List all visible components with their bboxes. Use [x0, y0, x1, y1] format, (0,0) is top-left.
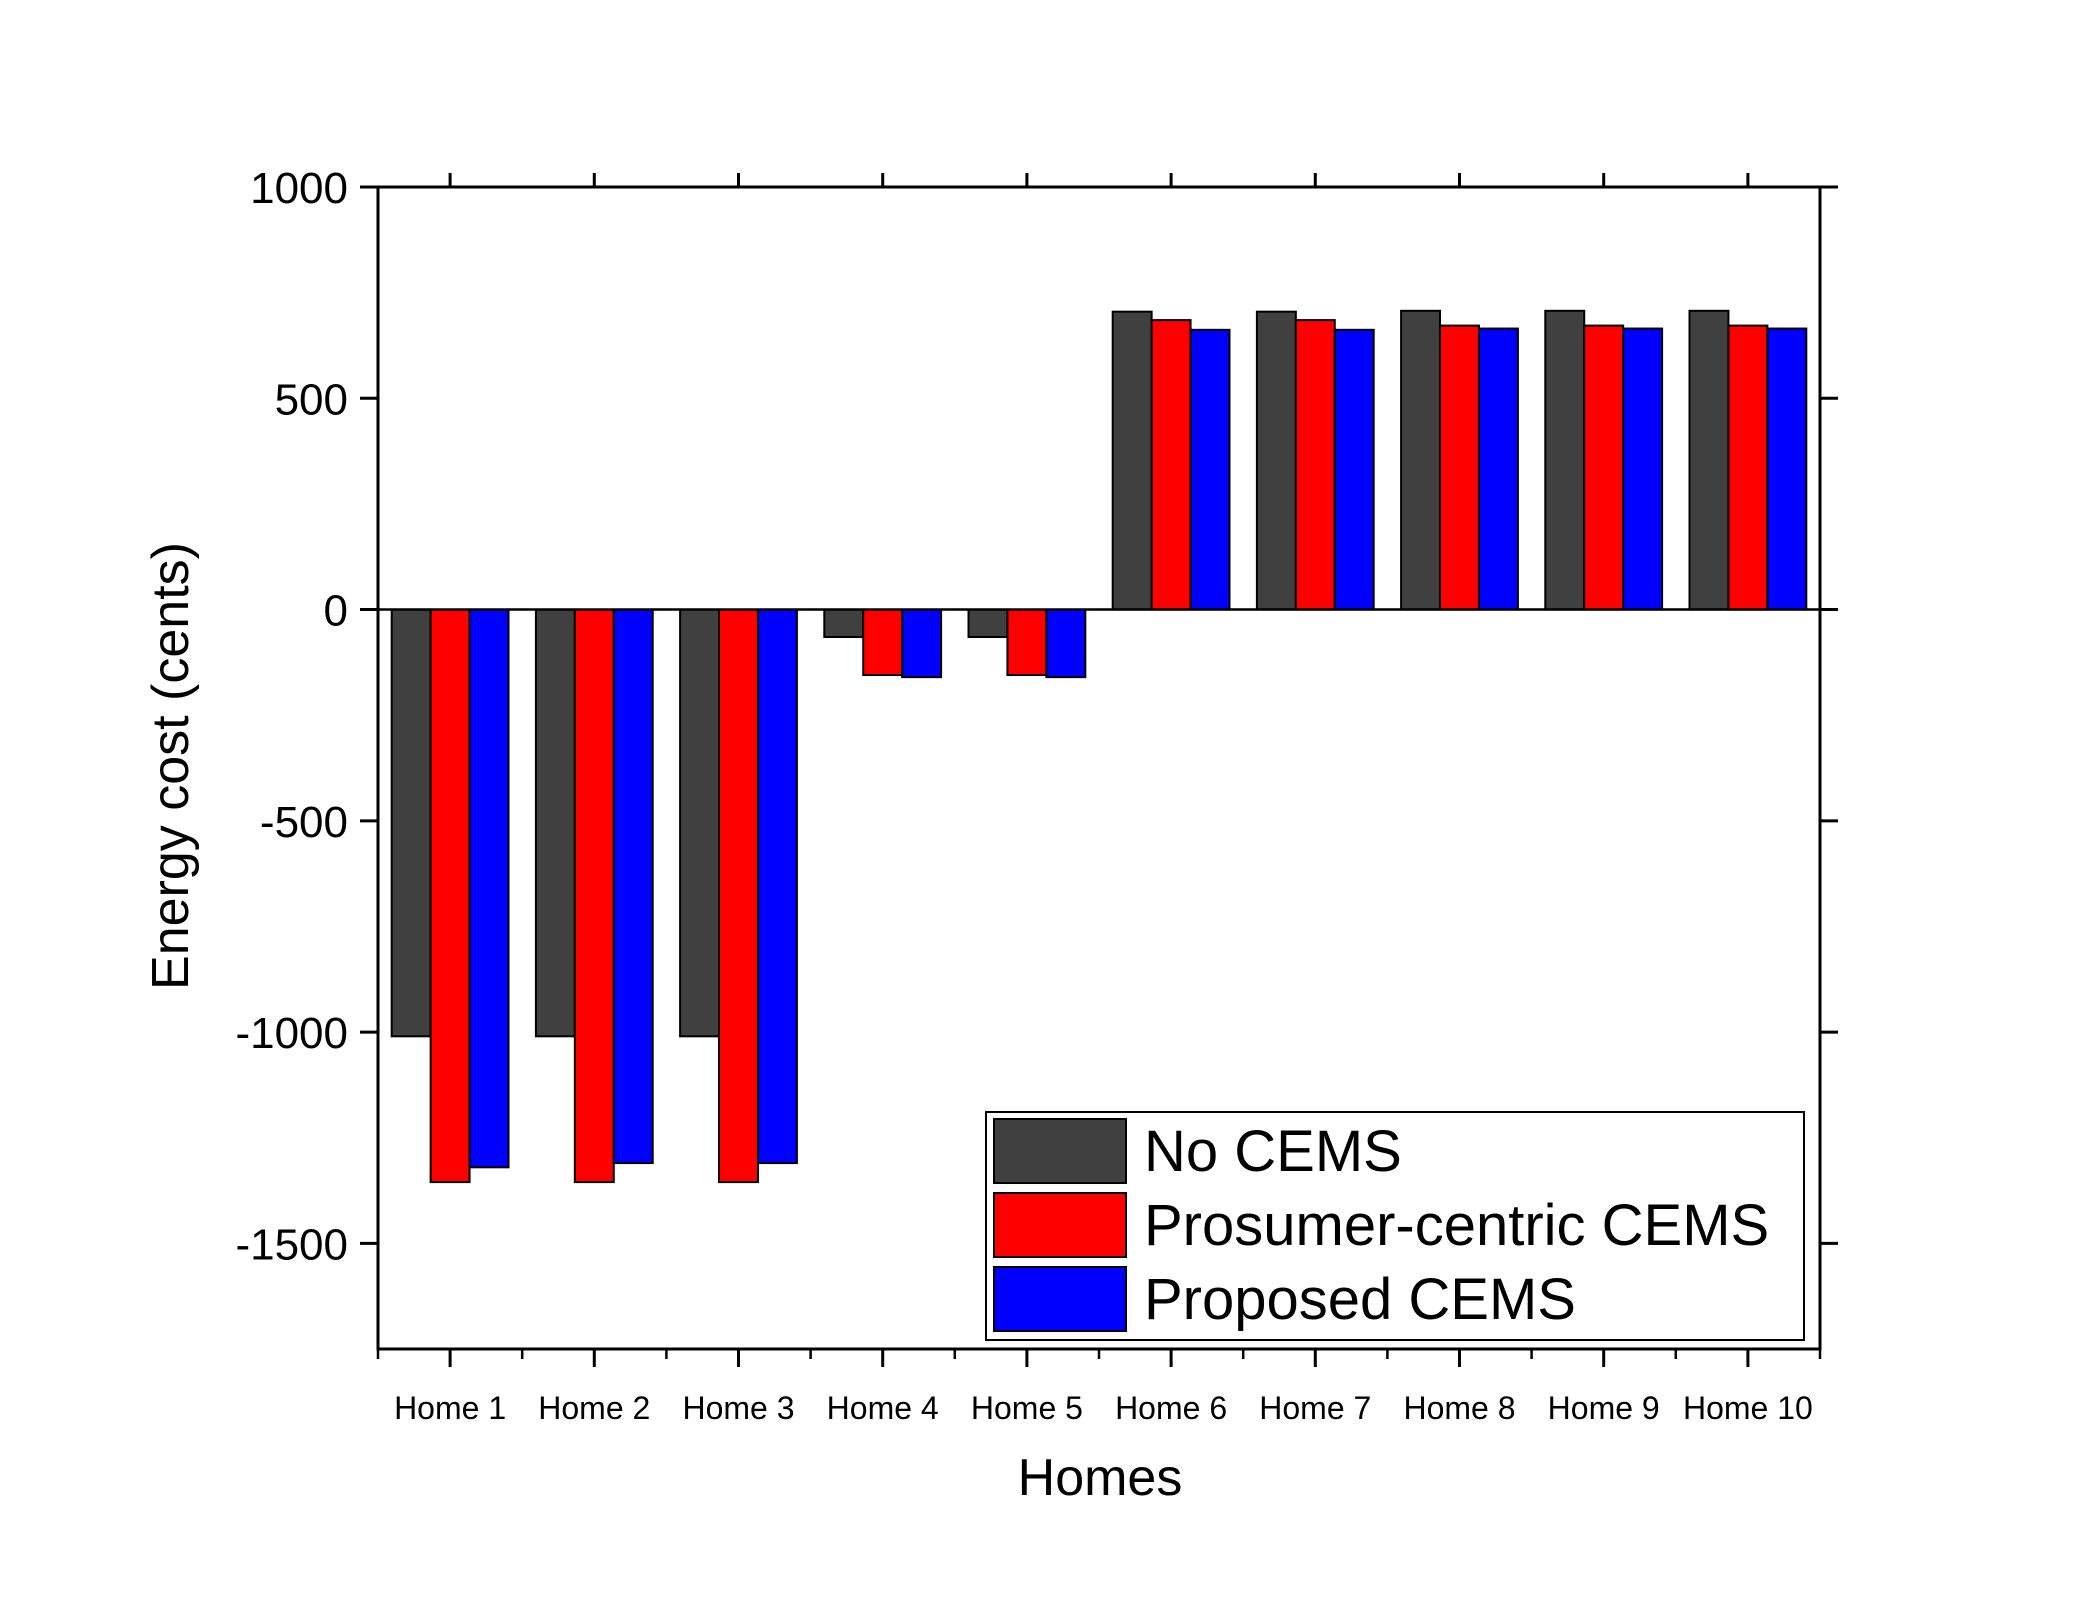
y-axis-title: Energy cost (cents) — [142, 542, 200, 990]
bar-prosumer-centric-cems-home-3 — [718, 608, 759, 1184]
bar-no-cems-home-8 — [1400, 309, 1442, 611]
legend-swatch-prosumer-centric-cems — [993, 1192, 1127, 1258]
x-tick-label: Home 9 — [1548, 1390, 1660, 1426]
bar-no-cems-home-4 — [823, 608, 865, 639]
bar-prosumer-centric-cems-home-4 — [862, 608, 904, 677]
bar-prosumer-centric-cems-home-5 — [1006, 608, 1048, 677]
x-tick-label: Home 4 — [827, 1390, 939, 1426]
bar-prosumer-centric-cems-home-1 — [429, 608, 471, 1184]
x-tick-labels: Home 1 Home 2 Home 3 Home 4 Home 5 Home 6 Home… — [394, 1390, 1813, 1426]
bar-prosumer-centric-cems-home-2 — [573, 608, 615, 1184]
axes-layer — [360, 173, 1838, 1367]
bar-no-cems-home-2 — [534, 608, 576, 1038]
bar-proposed-cems-home-9 — [1622, 327, 1664, 611]
bar-no-cems-home-10 — [1688, 309, 1730, 611]
bars-layer — [390, 309, 1808, 1184]
bar-no-cems-home-5 — [967, 608, 1009, 639]
bar-no-cems-home-3 — [679, 608, 721, 1038]
x-tick-label: Home 8 — [1403, 1390, 1515, 1426]
y-tick-label: -500 — [260, 798, 348, 847]
bar-prosumer-centric-cems-home-8 — [1439, 324, 1480, 611]
bar-no-cems-home-7 — [1255, 310, 1297, 611]
legend-label-proposed-cems: Proposed CEMS — [1144, 1267, 1576, 1332]
bar-no-cems-home-6 — [1111, 310, 1153, 611]
bar-no-cems-home-1 — [390, 608, 432, 1038]
x-tick-label: Home 7 — [1259, 1390, 1371, 1426]
bar-prosumer-centric-cems-home-9 — [1583, 324, 1625, 611]
bar-prosumer-centric-cems-home-6 — [1150, 319, 1192, 611]
bar-proposed-cems-home-8 — [1477, 327, 1519, 611]
bar-proposed-cems-home-3 — [756, 608, 798, 1165]
legend-swatch-proposed-cems — [993, 1266, 1127, 1332]
x-tick-label: Home 6 — [1115, 1390, 1227, 1426]
legend-label-no-cems: No CEMS — [1144, 1119, 1402, 1184]
y-tick-label: 0 — [324, 587, 348, 636]
bar-proposed-cems-home-1 — [468, 608, 510, 1169]
x-tick-label: Home 10 — [1683, 1390, 1813, 1426]
legend: No CEMS Prosumer-centric CEMS Proposed C… — [985, 1111, 1805, 1341]
bar-prosumer-centric-cems-home-10 — [1727, 324, 1769, 611]
x-tick-label: Home 5 — [971, 1390, 1083, 1426]
bar-prosumer-centric-cems-home-7 — [1294, 319, 1336, 611]
legend-label-prosumer-centric-cems: Prosumer-centric CEMS — [1144, 1193, 1769, 1258]
y-tick-label: 1000 — [250, 164, 348, 213]
x-axis-title: Homes — [1018, 1449, 1183, 1507]
bar-proposed-cems-home-6 — [1189, 328, 1231, 611]
y-tick-label: 500 — [275, 375, 348, 424]
bar-proposed-cems-home-4 — [901, 608, 943, 679]
bar-proposed-cems-home-10 — [1766, 327, 1808, 611]
bar-proposed-cems-home-5 — [1045, 608, 1087, 679]
bar-no-cems-home-9 — [1544, 309, 1586, 611]
x-tick-label: Home 2 — [538, 1390, 650, 1426]
y-tick-label: -1000 — [235, 1009, 348, 1058]
y-tick-labels: 1000 500 0 -500 -1000 -1500 — [235, 164, 348, 1269]
y-tick-label: -1500 — [235, 1220, 348, 1269]
legend-swatch-no-cems — [993, 1118, 1127, 1184]
x-tick-label: Home 1 — [394, 1390, 506, 1426]
bar-proposed-cems-home-2 — [612, 608, 654, 1165]
bar-proposed-cems-home-7 — [1333, 328, 1375, 611]
x-tick-label: Home 3 — [682, 1390, 794, 1426]
